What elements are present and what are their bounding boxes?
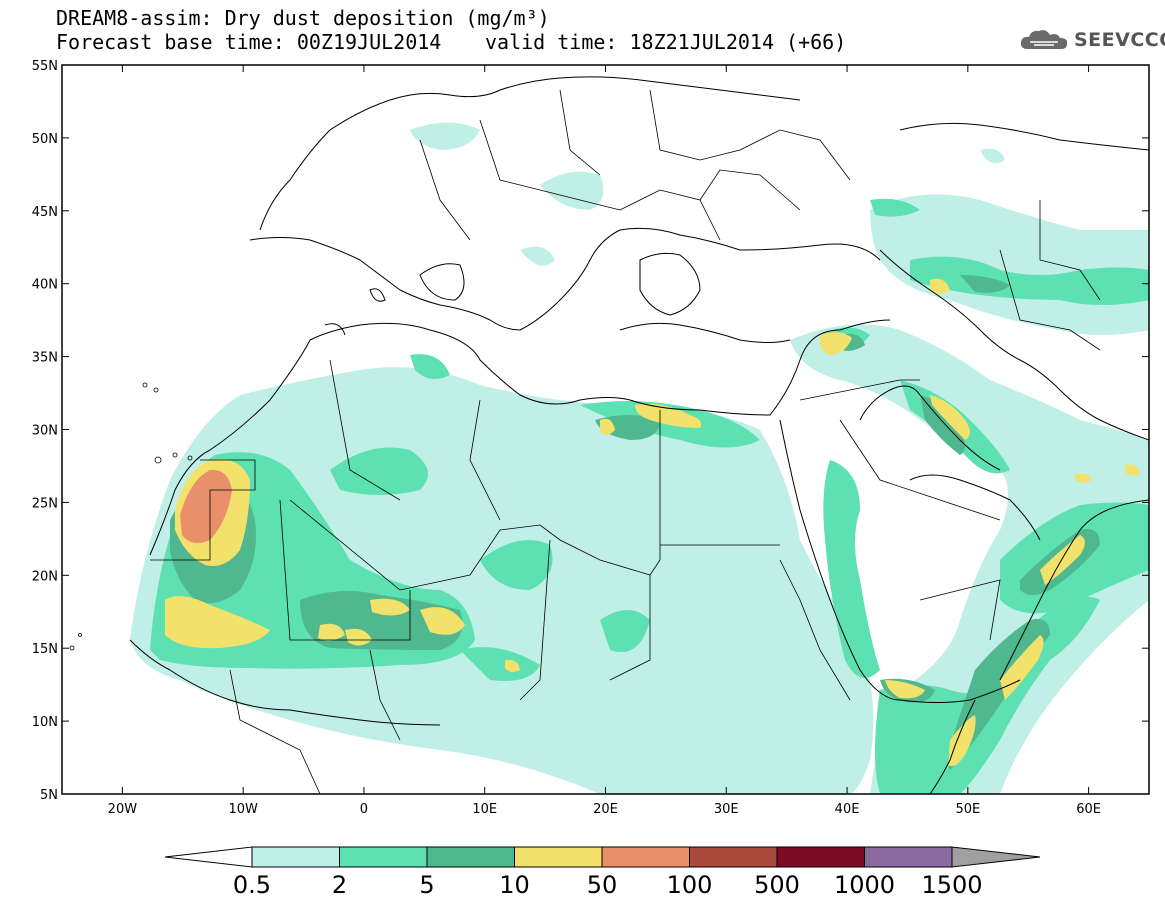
colorbar-label: 5 bbox=[419, 871, 434, 899]
colorbar-bin bbox=[689, 846, 778, 868]
lat-tick-label: 20N bbox=[32, 569, 58, 584]
seevccc-logo: SEEVCCC bbox=[1018, 27, 1165, 53]
lon-tick-label: 10W bbox=[228, 802, 258, 817]
coastlines bbox=[129, 76, 1149, 794]
lat-tick-label: 30N bbox=[32, 424, 58, 439]
colorbar-bin bbox=[864, 846, 953, 868]
colorbar-bin bbox=[514, 846, 603, 868]
colorbar-bin bbox=[601, 846, 690, 868]
colorbar-label: 100 bbox=[667, 871, 713, 899]
lat-tick-label: 55N bbox=[32, 59, 58, 74]
colorbar-bin bbox=[776, 846, 865, 868]
logo-text: SEEVCCC bbox=[1074, 29, 1165, 51]
lat-tick-label: 15N bbox=[32, 642, 58, 657]
latitude-axis: 55N 50N 45N 40N 35N 30N 25N 20N 15N 10N 5N bbox=[32, 59, 1149, 803]
colorbar-right-arrow bbox=[951, 846, 1041, 868]
country-borders bbox=[150, 89, 1101, 794]
chart-title: DREAM8-assim: Dry dust deposition (mg/m³… bbox=[56, 6, 550, 30]
colorbar-bin bbox=[251, 846, 340, 868]
lon-tick-label: 60E bbox=[1076, 802, 1101, 817]
lon-tick-label: 10E bbox=[472, 802, 497, 817]
lat-tick-label: 40N bbox=[32, 278, 58, 293]
lat-tick-label: 10N bbox=[32, 715, 58, 730]
longitude-axis: 20W 10W 0 10E 20E 30E 40E 50E 60E bbox=[108, 65, 1101, 817]
colorbar-label: 1500 bbox=[921, 871, 982, 899]
valid-time: valid time: 18Z21JUL2014 (+66) bbox=[485, 30, 847, 54]
islands bbox=[62, 382, 193, 651]
lat-tick-label: 50N bbox=[32, 132, 58, 147]
lat-tick-label: 25N bbox=[32, 496, 58, 511]
lon-tick-label: 20E bbox=[593, 802, 618, 817]
colorbar-label: 2 bbox=[332, 871, 347, 899]
lon-tick-label: 20W bbox=[108, 802, 138, 817]
lon-tick-label: 0 bbox=[360, 802, 368, 817]
map-plot-area bbox=[62, 65, 1149, 794]
lat-tick-label: 35N bbox=[32, 351, 58, 366]
dust-deposition-field bbox=[130, 122, 1149, 794]
colorbar-label: 1000 bbox=[834, 871, 895, 899]
colorbar-label: 50 bbox=[587, 871, 618, 899]
lon-tick-label: 30E bbox=[714, 802, 739, 817]
lon-tick-label: 50E bbox=[955, 802, 980, 817]
lat-tick-label: 5N bbox=[40, 788, 58, 803]
colorbar-bin bbox=[339, 846, 428, 868]
colorbar-left-arrow bbox=[164, 846, 253, 868]
lon-tick-label: 40E bbox=[835, 802, 860, 817]
colorbar-bin bbox=[426, 846, 515, 868]
colorbar-label: 500 bbox=[754, 871, 800, 899]
colorbar-label: 10 bbox=[499, 871, 530, 899]
forecast-base-time: Forecast base time: 00Z19JUL2014 bbox=[56, 30, 442, 54]
colorbar-label: 0.5 bbox=[233, 871, 271, 899]
colorbar: 0.5 2 5 10 50 100 500 1000 1500 bbox=[164, 846, 1041, 899]
cloud-icon bbox=[1020, 30, 1068, 49]
lat-tick-label: 45N bbox=[32, 205, 58, 220]
